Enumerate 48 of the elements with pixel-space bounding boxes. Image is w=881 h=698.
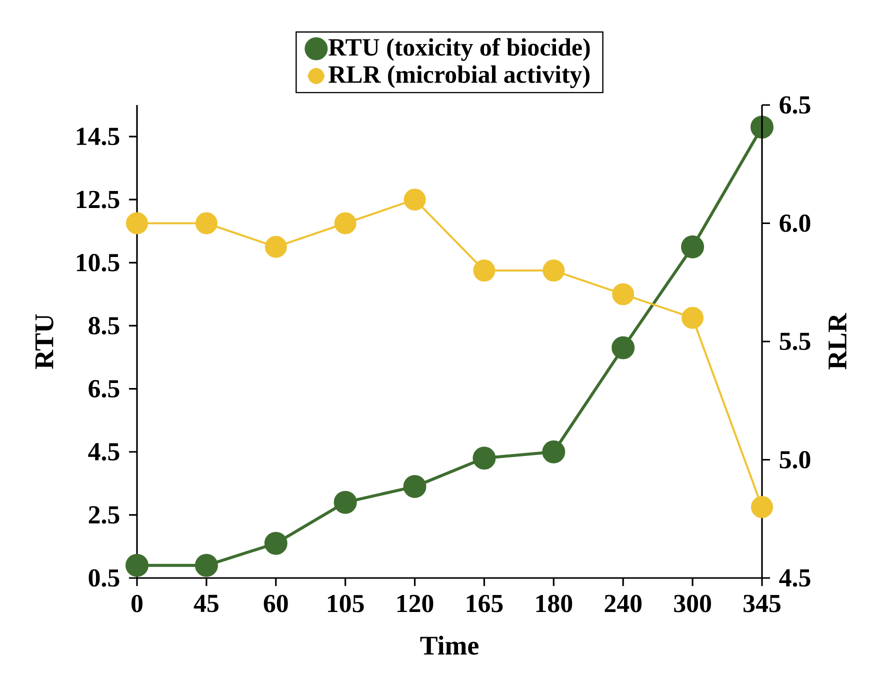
- y2-tick-label: 6.0: [780, 214, 810, 232]
- y2-axis-title: RLR: [828, 312, 846, 370]
- x-tick-label: 180: [536, 594, 572, 612]
- point: [612, 283, 634, 306]
- y-tick-label: 6.5: [88, 380, 120, 398]
- x-axis-title: Time: [420, 636, 478, 655]
- point: [264, 532, 288, 555]
- point: [194, 554, 218, 577]
- point: [473, 260, 496, 282]
- y-tick-label: 0.5: [88, 569, 120, 587]
- point: [612, 336, 635, 360]
- point: [126, 212, 148, 234]
- legend-label: RLR (microbial activity): [328, 65, 590, 88]
- point: [750, 116, 774, 139]
- point: [751, 496, 773, 518]
- x-tick-label: 300: [674, 594, 711, 612]
- y-tick-label: 10.5: [76, 254, 120, 272]
- y2-tick-label: 4.5: [779, 569, 810, 587]
- x-tick-label: 120: [397, 594, 434, 612]
- point: [404, 188, 426, 211]
- y-tick-label: 8.5: [88, 316, 120, 335]
- x-tick-label: 105: [328, 594, 364, 612]
- point: [542, 260, 565, 282]
- x-tick-label: 60: [264, 594, 288, 612]
- point: [126, 554, 148, 577]
- point: [195, 212, 218, 234]
- y2-tick-label: 5.0: [780, 450, 810, 469]
- point: [681, 235, 704, 258]
- x-tick-label: 345: [744, 594, 780, 612]
- point: [264, 236, 287, 258]
- y-tick-label: 2.5: [88, 506, 120, 524]
- y-tick-label: 12.5: [76, 190, 120, 208]
- point: [472, 446, 496, 470]
- x-tick-label: 45: [194, 594, 218, 612]
- y-tick-label: 14.5: [76, 128, 120, 146]
- legend-label: RTU (toxicity of biocide): [328, 38, 590, 61]
- y-axis-title: RTU: [35, 314, 54, 369]
- point: [334, 212, 356, 234]
- x-tick-label: 240: [604, 594, 642, 612]
- x-tick-label: 0: [132, 594, 142, 612]
- point: [334, 490, 357, 514]
- y-tick-label: 4.5: [88, 443, 120, 461]
- point: [542, 440, 566, 464]
- point: [403, 475, 426, 498]
- point: [682, 306, 704, 329]
- x-tick-label: 165: [466, 594, 503, 612]
- y2-tick-label: 5.5: [780, 332, 810, 350]
- y2-tick-label: 6.5: [780, 96, 810, 114]
